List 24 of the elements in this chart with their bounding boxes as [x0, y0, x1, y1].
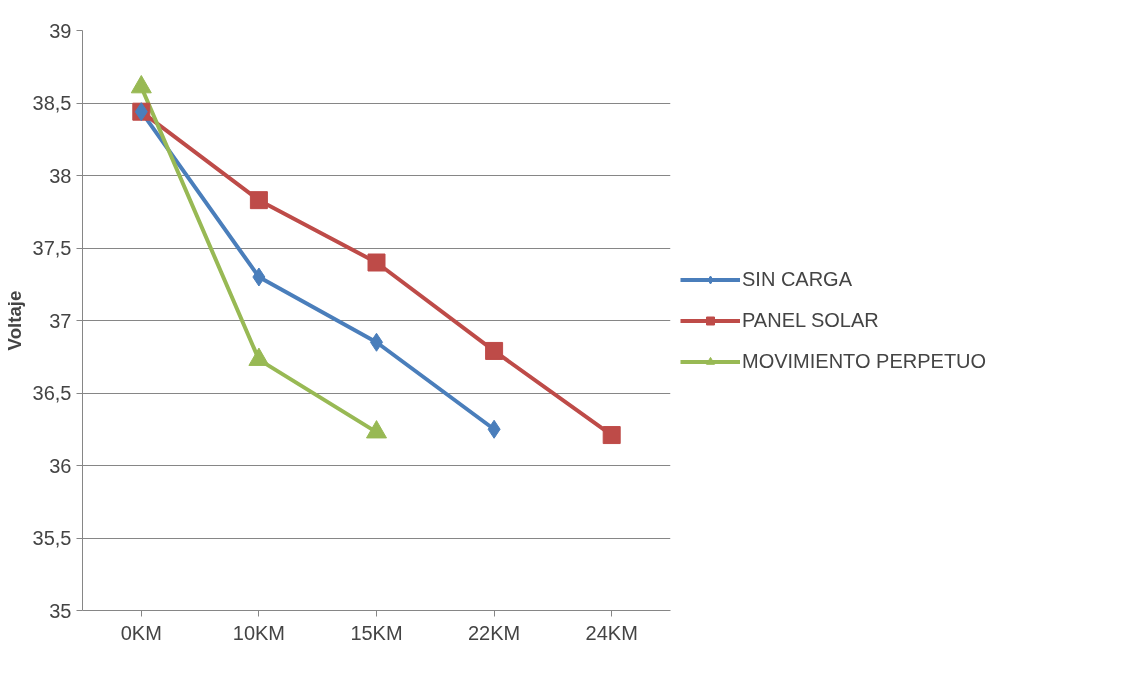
- y-tick-label: 35: [49, 599, 72, 622]
- y-tick-label: 36: [49, 454, 72, 477]
- y-tick-label: 39: [49, 19, 72, 42]
- y-tick-label: 38: [49, 164, 72, 187]
- y-tick-label: 37: [49, 309, 72, 332]
- legend-label: MOVIMIENTO PERPETUO: [742, 349, 987, 373]
- y-tick-label: 38,5: [32, 92, 72, 114]
- point: [602, 426, 621, 445]
- x-tick-label: 0KM: [120, 621, 162, 644]
- point: [252, 267, 266, 287]
- y-tick-label: 36,5: [32, 382, 72, 404]
- x-tick-label: 22KM: [467, 621, 521, 644]
- point: [487, 419, 501, 439]
- legend-label: PANEL SOLAR: [742, 308, 879, 332]
- y-tick-label: 37,5: [32, 237, 72, 259]
- point: [249, 191, 268, 210]
- point: [485, 341, 504, 360]
- x-tick-label: 15KM: [350, 621, 403, 644]
- x-tick-label: 10KM: [232, 621, 286, 644]
- y-tick-label: 35,5: [32, 527, 72, 549]
- legend-label: SIN CARGA: [742, 267, 853, 291]
- x-tick-label: 24KM: [585, 621, 638, 644]
- y-axis-title: Voltaje: [3, 290, 25, 351]
- point: [367, 253, 386, 272]
